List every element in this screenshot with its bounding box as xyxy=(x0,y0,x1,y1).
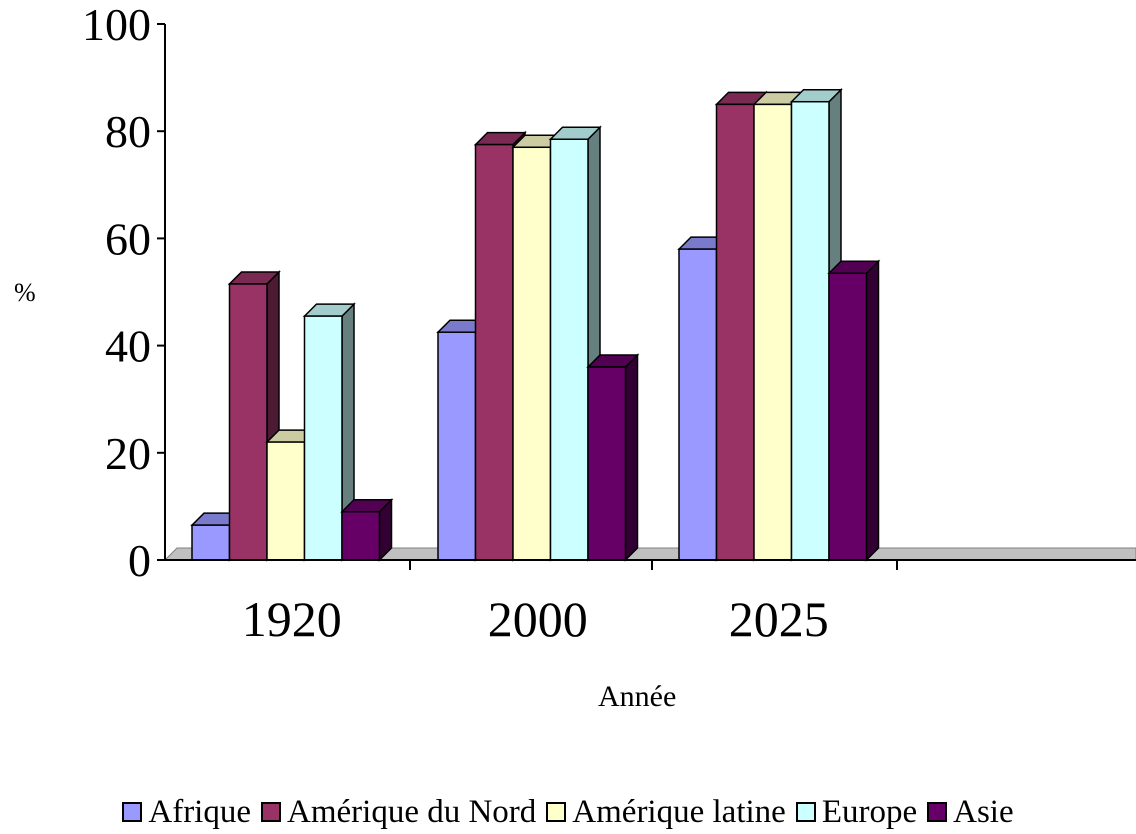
legend-item-amerique-du-nord: Amérique du Nord xyxy=(261,794,536,831)
bar xyxy=(512,146,552,561)
x-tick-label: 2000 xyxy=(488,591,588,647)
x-tick-label: 1920 xyxy=(242,591,342,647)
bar-side xyxy=(865,259,880,562)
legend-item-afrique: Afrique xyxy=(122,794,251,831)
bar xyxy=(715,103,755,561)
chart-plot: 0 20 40 60 80 100 1920 2000 2025 xyxy=(82,0,1136,647)
legend-label: Europe xyxy=(821,793,918,830)
legend-swatch xyxy=(927,802,948,822)
bar xyxy=(228,283,268,561)
legend-swatch xyxy=(795,802,816,822)
bar xyxy=(437,331,477,561)
bar xyxy=(753,103,793,561)
legend: Afrique Amérique du Nord Amérique latine… xyxy=(0,792,1136,832)
bar xyxy=(191,524,231,561)
bar xyxy=(828,272,868,561)
x-axis-label: Année xyxy=(598,680,677,713)
x-tick-label: 2025 xyxy=(729,591,829,647)
bar xyxy=(790,100,830,561)
y-tick-label: 80 xyxy=(105,106,151,157)
bar xyxy=(474,143,514,561)
bar xyxy=(587,366,627,561)
bar xyxy=(303,315,343,561)
legend-label: Asie xyxy=(953,793,1014,830)
legend-label: Amérique latine xyxy=(572,793,786,830)
y-tick-label: 100 xyxy=(82,0,151,50)
y-tick-label: 20 xyxy=(105,428,151,479)
y-tick-label: 60 xyxy=(105,213,151,264)
bar xyxy=(549,138,589,561)
y-axis-label: % xyxy=(14,278,36,307)
legend-label: Amérique du Nord xyxy=(287,793,537,830)
y-tick-label: 40 xyxy=(105,321,151,372)
bar xyxy=(266,441,306,561)
bar-side xyxy=(624,353,639,562)
legend-swatch xyxy=(261,802,282,822)
bar xyxy=(341,511,381,561)
legend-item-amerique-latine: Amérique latine xyxy=(546,794,786,831)
legend-label: Afrique xyxy=(148,793,252,830)
y-tick-label: 0 xyxy=(128,535,151,586)
legend-item-asie: Asie xyxy=(927,794,1014,831)
legend-swatch xyxy=(546,802,567,822)
legend-item-europe: Europe xyxy=(795,793,918,831)
legend-swatch xyxy=(122,802,143,822)
bar xyxy=(678,248,718,561)
